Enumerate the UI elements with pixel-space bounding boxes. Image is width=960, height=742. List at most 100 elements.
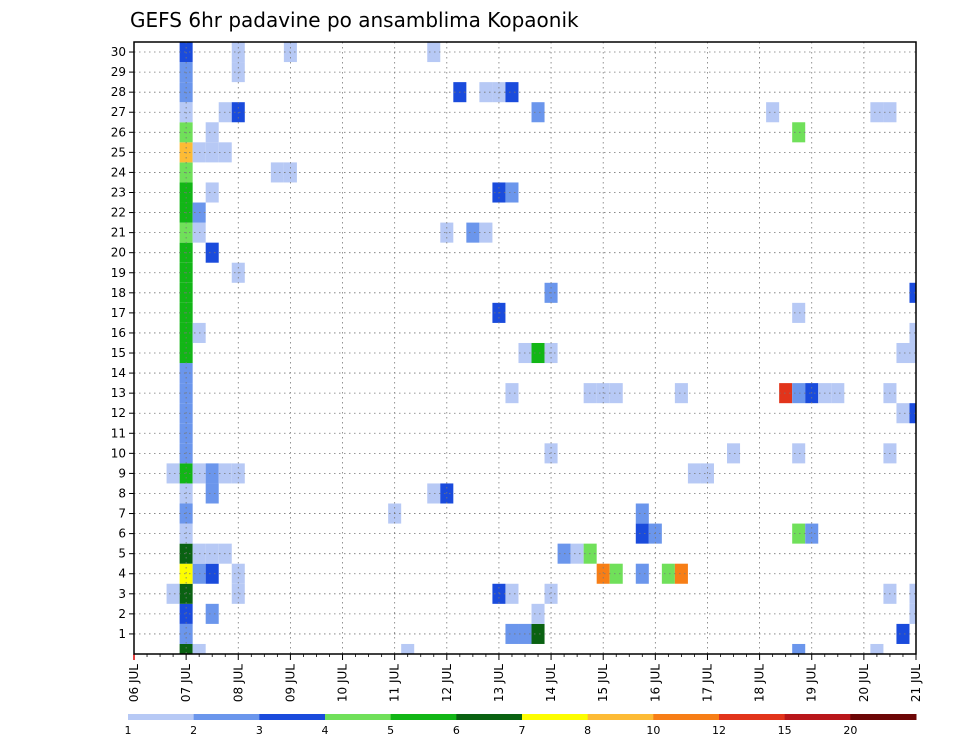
heatmap-cell xyxy=(792,443,806,464)
y-tick-label: 5 xyxy=(118,547,126,561)
heatmap-cell xyxy=(635,523,649,544)
heatmap-cell xyxy=(505,583,519,604)
y-tick-label: 4 xyxy=(118,567,126,581)
colorbar-label: 20 xyxy=(843,724,857,737)
y-tick-label: 19 xyxy=(111,266,126,280)
grid-lines xyxy=(134,42,916,654)
heatmap-cell xyxy=(531,603,545,624)
y-tick-label: 23 xyxy=(111,185,126,199)
y-tick-label: 24 xyxy=(111,165,126,179)
y-tick-label: 18 xyxy=(111,286,126,300)
heatmap-cell xyxy=(231,563,245,584)
y-tick-label: 28 xyxy=(111,85,126,99)
x-tick-label: 16 JUL xyxy=(648,664,662,702)
x-tick-label: 07 JUL xyxy=(179,664,193,702)
plot-frame xyxy=(133,41,917,655)
y-tick-label: 27 xyxy=(111,105,126,119)
heatmap-cell xyxy=(674,383,688,404)
heatmap-cell xyxy=(179,543,193,564)
colorbar-label: 8 xyxy=(584,724,591,737)
y-tick-label: 7 xyxy=(118,507,126,521)
colorbar-label: 12 xyxy=(712,724,726,737)
y-tick-label: 29 xyxy=(111,65,126,79)
heatmap-cell xyxy=(479,222,493,243)
x-tick-label: 06 JUL xyxy=(127,664,141,702)
heatmap-cell xyxy=(609,563,623,584)
colorbar-label: 7 xyxy=(519,724,526,737)
heatmap-cell xyxy=(166,583,180,604)
heatmap-cell xyxy=(205,603,219,624)
heatmap-cell xyxy=(909,342,916,364)
colorbar-label: 2 xyxy=(190,724,197,737)
heatmap-cell xyxy=(909,403,916,424)
heatmap-cell xyxy=(205,483,219,504)
colorbar-swatch xyxy=(325,714,392,720)
heatmap-cell xyxy=(896,403,910,424)
chart-title: GEFS 6hr padavine po ansamblima Kopaonik xyxy=(130,8,579,32)
y-tick-label: 9 xyxy=(118,466,126,480)
heatmap-cell xyxy=(896,623,910,644)
heatmap-cell xyxy=(205,182,219,203)
heatmap-cell xyxy=(909,583,916,604)
heatmap-cell xyxy=(401,643,415,654)
y-tick-label: 3 xyxy=(118,587,126,601)
colorbar-swatch xyxy=(784,714,851,720)
y-tick-label: 12 xyxy=(111,406,126,420)
axis-ticks: 1234567891011121314151617181920212223242… xyxy=(111,45,923,702)
x-tick-label: 10 JUL xyxy=(336,664,350,702)
colorbar-label: 3 xyxy=(256,724,263,737)
heatmap-cell xyxy=(792,643,806,654)
heatmap-cell xyxy=(779,383,793,404)
y-tick-label: 30 xyxy=(111,45,126,59)
colorbar-swatch xyxy=(193,714,260,720)
heatmap-cell xyxy=(466,222,480,243)
y-tick-label: 15 xyxy=(111,346,126,360)
y-tick-label: 17 xyxy=(111,306,126,320)
heatmap-cell xyxy=(179,623,193,644)
heatmap-cell xyxy=(505,623,519,644)
heatmap-cell xyxy=(635,503,649,524)
x-tick-label: 17 JUL xyxy=(700,664,714,702)
heatmap-cell xyxy=(205,463,219,484)
y-tick-label: 25 xyxy=(111,145,126,159)
heatmap-cell xyxy=(909,322,916,343)
heatmap-cell xyxy=(792,523,806,544)
x-tick-label: 19 JUL xyxy=(805,664,819,702)
x-tick-label: 09 JUL xyxy=(283,664,297,702)
y-tick-label: 11 xyxy=(111,426,126,440)
colorbar-swatch xyxy=(128,714,195,720)
heatmap-cell xyxy=(179,603,193,624)
x-tick-label: 08 JUL xyxy=(231,664,245,702)
colorbar-swatch xyxy=(390,714,457,720)
x-tick-label: 11 JUL xyxy=(388,664,402,702)
colorbar: 1 2 3 4 5 6 7 8 10 12 15 20 xyxy=(125,714,917,737)
colorbar-swatch xyxy=(850,714,917,720)
colorbar-label: 10 xyxy=(646,724,660,737)
y-tick-label: 6 xyxy=(118,527,126,541)
colorbar-label: 6 xyxy=(453,724,460,737)
heatmap-cell xyxy=(492,583,506,604)
heatmap-cell xyxy=(205,122,219,143)
heatmap-cell xyxy=(792,122,806,143)
heatmap-cell xyxy=(727,443,741,464)
heatmap-cell xyxy=(870,102,884,123)
y-tick-label: 1 xyxy=(118,627,126,641)
heatmap-cell xyxy=(166,463,180,484)
heatmap-cell xyxy=(544,583,558,604)
heatmap-cell xyxy=(205,563,219,584)
colorbar-swatch xyxy=(259,714,326,720)
heatmap-cell xyxy=(909,282,916,303)
heatmap-cell xyxy=(635,563,649,584)
heatmap-cells xyxy=(166,42,916,654)
x-tick-label: 12 JUL xyxy=(440,664,454,702)
heatmap-cell xyxy=(674,563,688,584)
y-tick-label: 16 xyxy=(111,326,126,340)
heatmap-cell xyxy=(792,302,806,323)
colorbar-swatch xyxy=(522,714,589,720)
heatmap-cell xyxy=(805,523,819,544)
heatmap-cell xyxy=(570,543,584,564)
x-tick-label: 13 JUL xyxy=(492,664,506,702)
y-tick-label: 10 xyxy=(111,446,126,460)
heatmap-cell xyxy=(205,543,219,564)
y-tick-label: 14 xyxy=(111,366,126,380)
